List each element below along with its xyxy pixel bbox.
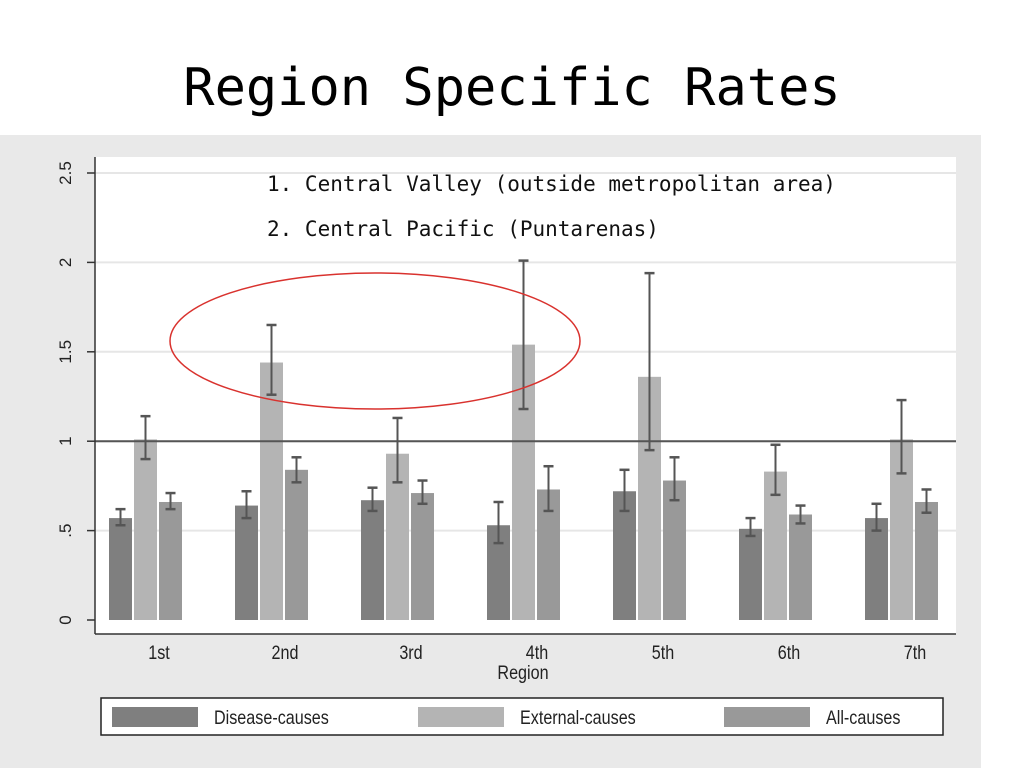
- bar: [285, 469, 308, 620]
- bar: [613, 491, 636, 620]
- legend-label: External-causes: [520, 707, 636, 729]
- bar: [764, 471, 787, 620]
- x-tick-label: 7th: [904, 642, 926, 664]
- bar: [915, 501, 938, 620]
- bar: [260, 362, 283, 620]
- y-tick-label: 2.5: [56, 161, 75, 185]
- bar: [890, 439, 913, 620]
- bar: [739, 528, 762, 620]
- bar: [638, 376, 661, 620]
- legend-swatch: [724, 707, 810, 727]
- x-tick-label: 2nd: [272, 642, 299, 664]
- bar: [134, 439, 157, 620]
- y-tick-label: 2: [56, 258, 75, 267]
- x-tick-label: 4th: [526, 642, 548, 664]
- bar: [663, 480, 686, 620]
- bar-chart: 0 .5 1 1.5 2 2.5 1st 2nd 3rd 4th 5th 6th 7th Region…: [56, 157, 956, 736]
- bar: [411, 493, 434, 620]
- slide-title: Region Specific Rates: [183, 58, 841, 118]
- annotation-line-2: 2. Central Pacific (Puntarenas): [267, 217, 659, 241]
- legend: Disease-causes External-causes All-causes: [112, 707, 901, 729]
- highlight-ellipse: [169, 272, 581, 410]
- bar: [789, 514, 812, 620]
- legend-swatch: [112, 707, 198, 727]
- x-axis-ticks: 1st 2nd 3rd 4th 5th 6th 7th: [148, 642, 926, 664]
- bar: [159, 501, 182, 620]
- x-axis-title: Region: [497, 662, 548, 684]
- y-tick-label: 1.5: [56, 340, 75, 364]
- x-tick-label: 5th: [652, 642, 674, 664]
- bar: [361, 500, 384, 620]
- legend-label: Disease-causes: [214, 707, 329, 729]
- y-tick-label: 1: [56, 436, 75, 445]
- bar: [512, 344, 535, 620]
- x-tick-label: 1st: [148, 642, 170, 664]
- bar: [865, 518, 888, 620]
- legend-label: All-causes: [826, 707, 901, 729]
- chart-frame: 0 .5 1 1.5 2 2.5 1st 2nd 3rd 4th 5th 6th 7th Region…: [0, 135, 981, 768]
- y-tick-label: 0: [56, 615, 75, 624]
- annotation-line-1: 1. Central Valley (outside metropolitan …: [267, 172, 836, 196]
- y-tick-label: .5: [56, 524, 75, 538]
- x-tick-label: 3rd: [399, 642, 422, 664]
- legend-swatch: [418, 707, 504, 727]
- bar: [537, 489, 560, 620]
- bars: [109, 344, 938, 620]
- y-axis-ticks: 0 .5 1 1.5 2 2.5: [56, 161, 95, 625]
- bar: [109, 518, 132, 620]
- x-tick-label: 6th: [778, 642, 800, 664]
- bar: [235, 505, 258, 620]
- bar: [386, 453, 409, 620]
- error-bars: [115, 259, 932, 545]
- bar: [487, 525, 510, 620]
